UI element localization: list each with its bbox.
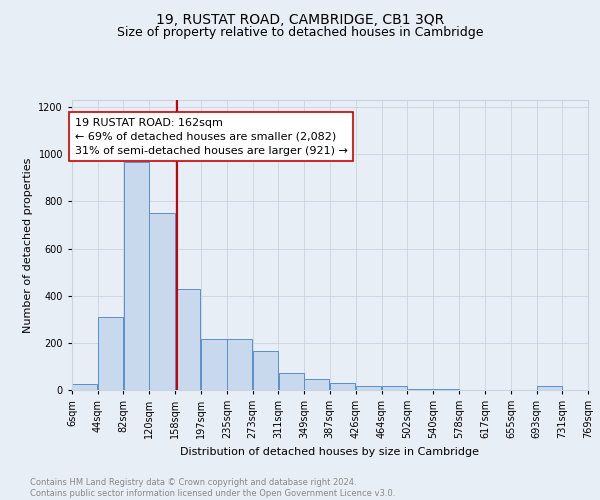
Bar — [382, 386, 407, 390]
Bar — [202, 340, 227, 390]
Text: Contains HM Land Registry data © Crown copyright and database right 2024.
Contai: Contains HM Land Registry data © Crown c… — [30, 478, 395, 498]
Bar — [278, 373, 304, 390]
Bar — [149, 213, 175, 390]
Bar — [98, 318, 123, 390]
Text: Size of property relative to detached houses in Cambridge: Size of property relative to detached ho… — [117, 26, 483, 39]
Bar — [72, 384, 97, 390]
Bar — [124, 162, 149, 390]
Y-axis label: Number of detached properties: Number of detached properties — [23, 158, 33, 332]
X-axis label: Distribution of detached houses by size in Cambridge: Distribution of detached houses by size … — [181, 446, 479, 456]
Text: 19 RUSTAT ROAD: 162sqm
← 69% of detached houses are smaller (2,082)
31% of semi-: 19 RUSTAT ROAD: 162sqm ← 69% of detached… — [75, 118, 347, 156]
Bar — [175, 289, 200, 390]
Bar — [227, 340, 252, 390]
Bar — [304, 378, 329, 390]
Bar — [356, 386, 382, 390]
Bar — [330, 383, 355, 390]
Bar — [537, 386, 562, 390]
Text: 19, RUSTAT ROAD, CAMBRIDGE, CB1 3QR: 19, RUSTAT ROAD, CAMBRIDGE, CB1 3QR — [156, 12, 444, 26]
Bar — [253, 351, 278, 390]
